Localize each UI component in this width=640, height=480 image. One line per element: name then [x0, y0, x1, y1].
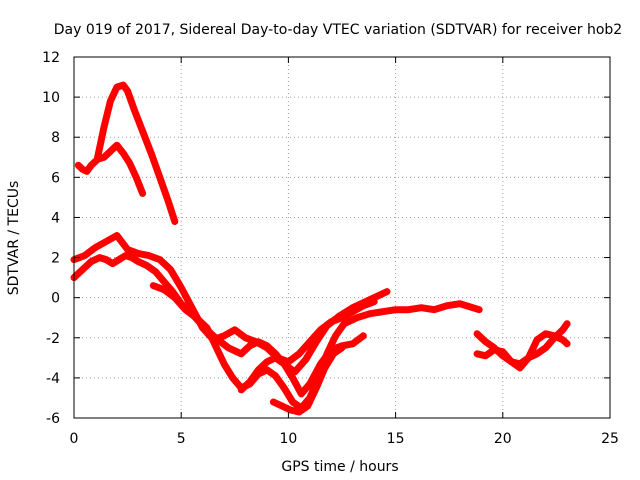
y-tick-label: 6 — [51, 170, 60, 186]
series-track-1 — [94, 81, 179, 225]
x-tick-label: 5 — [177, 431, 186, 447]
x-axis-title: GPS time / hours — [281, 459, 398, 475]
series-layer — [70, 81, 571, 416]
y-tick-label: -2 — [46, 331, 60, 347]
series-track-4 — [70, 232, 378, 366]
x-tick-label: 25 — [601, 431, 619, 447]
x-tick-label: 0 — [70, 431, 79, 447]
y-tick-label: 2 — [51, 251, 60, 267]
series-track-9 — [473, 330, 571, 372]
tick-label-layer: 0 5 10 15 20 25 -6 -4 -2 0 2 4 6 8 10 12 — [42, 50, 619, 447]
y-axis-title: SDTVAR / TECUs — [6, 181, 22, 296]
y-tick-label: 8 — [51, 130, 60, 146]
plot-frame — [73, 56, 611, 419]
chart-title: Day 019 of 2017, Sidereal Day-to-day VTE… — [54, 22, 622, 38]
series-track-2 — [74, 141, 147, 197]
tick-layer — [73, 56, 611, 419]
grid-layer — [74, 57, 610, 418]
y-tick-label: 12 — [42, 50, 60, 66]
series-track-8 — [473, 320, 571, 368]
y-tick-label: 0 — [51, 291, 60, 307]
series-track-3 — [70, 252, 391, 376]
x-tick-label: 10 — [279, 431, 297, 447]
y-tick-label: -6 — [46, 411, 60, 427]
x-tick-label: 20 — [494, 431, 512, 447]
y-tick-label: 10 — [42, 90, 60, 106]
y-tick-label: -4 — [46, 371, 60, 387]
series-track-7 — [269, 344, 346, 416]
x-tick-label: 15 — [387, 431, 405, 447]
y-tick-label: 4 — [51, 210, 60, 226]
